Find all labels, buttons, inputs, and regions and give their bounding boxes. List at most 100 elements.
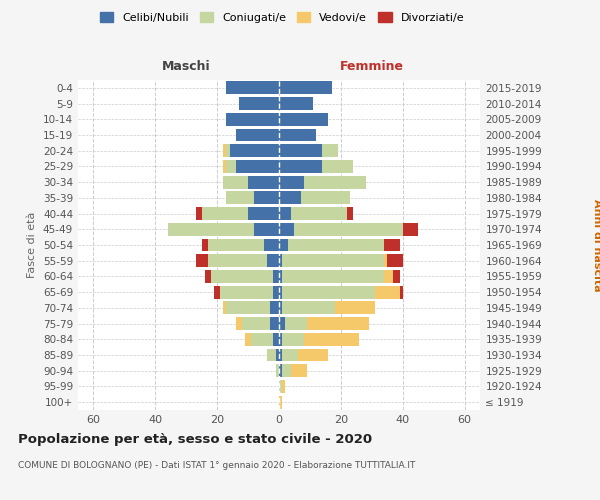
Text: COMUNE DI BOLOGNANO (PE) - Dati ISTAT 1° gennaio 2020 - Elaborazione TUTTITALIA.: COMUNE DI BOLOGNANO (PE) - Dati ISTAT 1°… [18, 460, 415, 469]
Bar [279, 144, 322, 157]
Text: Femmine: Femmine [340, 60, 404, 72]
Bar [270, 317, 279, 330]
Bar [307, 317, 368, 330]
Bar [167, 223, 254, 235]
Bar [384, 270, 394, 283]
Bar [223, 176, 248, 188]
Bar [251, 333, 273, 345]
Bar [273, 333, 279, 345]
Bar [208, 238, 263, 252]
Bar [236, 128, 279, 141]
Bar [279, 317, 285, 330]
Bar [279, 113, 328, 126]
Bar [279, 286, 282, 298]
Bar [285, 317, 307, 330]
Bar [304, 333, 359, 345]
Bar [276, 348, 279, 362]
Bar [384, 254, 387, 267]
Bar [335, 302, 375, 314]
Legend: Celibi/Nubili, Coniugati/e, Vedovi/e, Divorziati/e: Celibi/Nubili, Coniugati/e, Vedovi/e, Di… [95, 8, 469, 28]
Bar [292, 364, 307, 377]
Bar [279, 160, 322, 173]
Bar [239, 97, 279, 110]
Bar [223, 160, 226, 173]
Bar [279, 254, 282, 267]
Bar [254, 223, 279, 235]
Bar [279, 176, 304, 188]
Bar [236, 160, 279, 173]
Bar [394, 270, 400, 283]
Text: Anni di nascita: Anni di nascita [592, 198, 600, 292]
Bar [248, 176, 279, 188]
Bar [279, 97, 313, 110]
Bar [301, 192, 350, 204]
Bar [196, 207, 202, 220]
Bar [266, 254, 279, 267]
Bar [279, 128, 316, 141]
Bar [282, 380, 285, 393]
Bar [279, 364, 282, 377]
Bar [282, 286, 375, 298]
Bar [347, 207, 353, 220]
Text: Popolazione per età, sesso e stato civile - 2020: Popolazione per età, sesso e stato civil… [18, 432, 372, 446]
Bar [226, 113, 279, 126]
Bar [288, 238, 384, 252]
Bar [400, 286, 403, 298]
Bar [214, 286, 220, 298]
Y-axis label: Fasce di età: Fasce di età [28, 212, 37, 278]
Bar [226, 144, 230, 157]
Bar [279, 82, 332, 94]
Bar [220, 286, 273, 298]
Bar [226, 302, 270, 314]
Bar [387, 254, 403, 267]
Bar [279, 238, 288, 252]
Bar [196, 254, 208, 267]
Bar [226, 160, 236, 173]
Bar [295, 223, 403, 235]
Bar [322, 144, 338, 157]
Bar [375, 286, 400, 298]
Bar [279, 396, 282, 408]
Bar [282, 270, 384, 283]
Bar [282, 333, 304, 345]
Bar [202, 207, 248, 220]
Bar [279, 302, 282, 314]
Bar [205, 270, 211, 283]
Bar [384, 238, 400, 252]
Bar [223, 144, 226, 157]
Bar [226, 82, 279, 94]
Bar [298, 348, 328, 362]
Bar [263, 238, 279, 252]
Bar [403, 223, 418, 235]
Bar [230, 144, 279, 157]
Bar [279, 380, 282, 393]
Bar [279, 192, 301, 204]
Bar [245, 333, 251, 345]
Bar [282, 364, 292, 377]
Bar [282, 348, 298, 362]
Bar [254, 192, 279, 204]
Bar [292, 207, 347, 220]
Bar [273, 270, 279, 283]
Bar [282, 302, 335, 314]
Bar [276, 364, 279, 377]
Text: Maschi: Maschi [162, 60, 211, 72]
Bar [279, 270, 282, 283]
Bar [279, 207, 292, 220]
Bar [273, 286, 279, 298]
Bar [270, 302, 279, 314]
Bar [236, 317, 242, 330]
Bar [279, 348, 282, 362]
Bar [282, 254, 384, 267]
Bar [208, 254, 266, 267]
Bar [211, 270, 273, 283]
Bar [304, 176, 365, 188]
Bar [248, 207, 279, 220]
Bar [266, 348, 276, 362]
Bar [279, 223, 295, 235]
Bar [223, 302, 226, 314]
Bar [242, 317, 270, 330]
Bar [202, 238, 208, 252]
Bar [279, 333, 282, 345]
Bar [322, 160, 353, 173]
